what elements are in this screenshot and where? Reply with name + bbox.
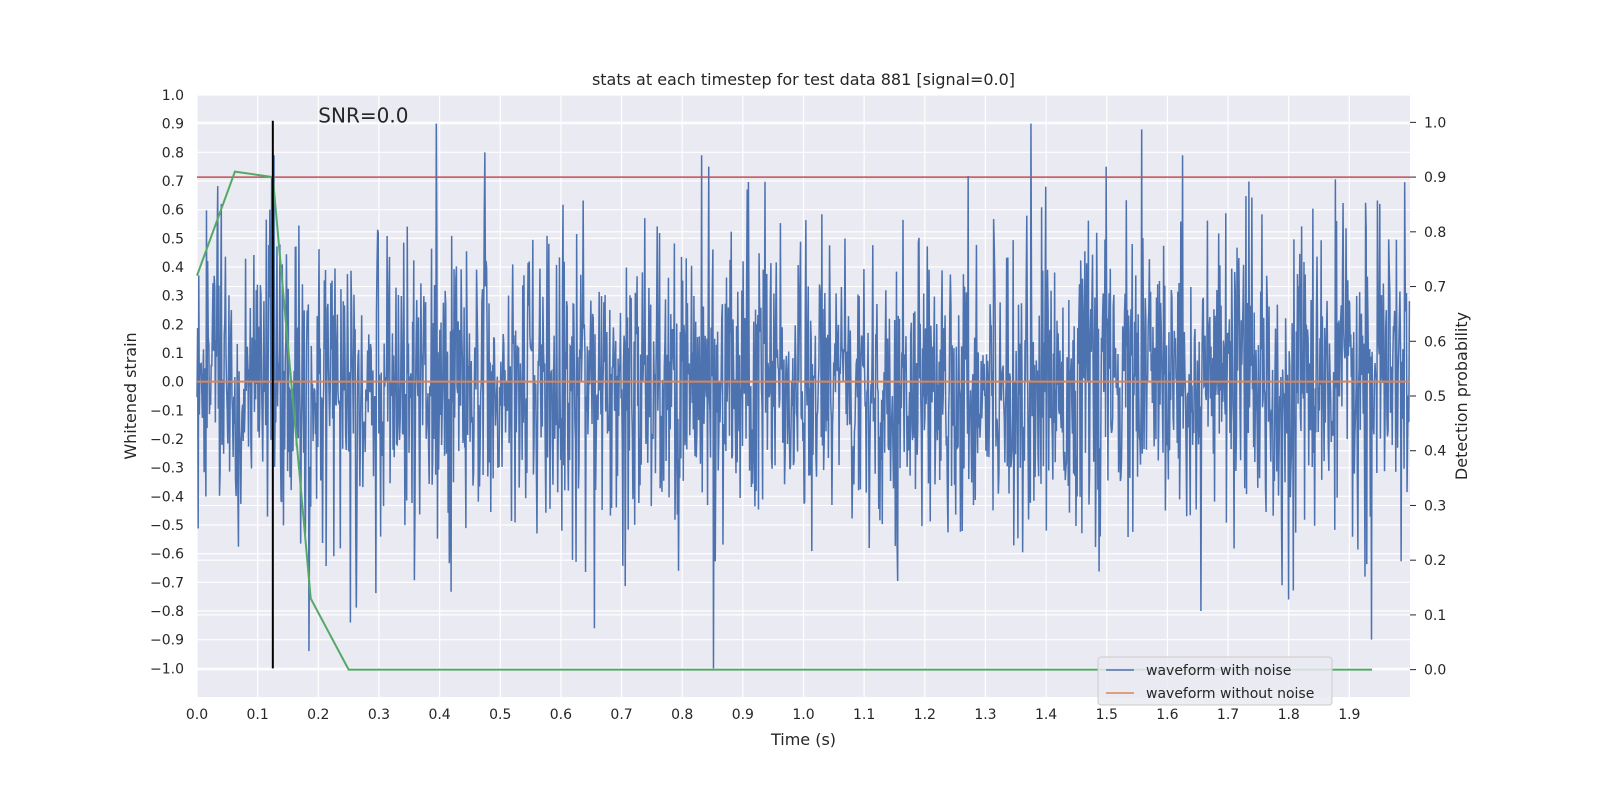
y-tick-label-20: −1.0 bbox=[150, 661, 184, 677]
y-tick-label-9: 0.1 bbox=[162, 346, 184, 362]
x-tick-label-4: 0.4 bbox=[428, 707, 450, 723]
y-tick-label-18: −0.8 bbox=[150, 604, 184, 620]
y-tick-label-15: −0.5 bbox=[150, 518, 184, 534]
y-tick-label-3: 0.7 bbox=[162, 174, 184, 190]
y-tick-label-13: −0.3 bbox=[150, 461, 184, 477]
y-tick-label-8: 0.2 bbox=[162, 317, 184, 333]
x-tick-label-19: 1.9 bbox=[1338, 707, 1360, 723]
y2-tick-label-5: 0.5 bbox=[1424, 389, 1446, 405]
legend: waveform with noise waveform without noi… bbox=[1097, 656, 1333, 706]
y-tick-label-6: 0.4 bbox=[162, 260, 184, 276]
y2-tick-label-6: 0.4 bbox=[1424, 444, 1446, 460]
x-tick-label-0: 0.0 bbox=[186, 707, 208, 723]
x-tick-label-15: 1.5 bbox=[1096, 707, 1118, 723]
x-tick-label-7: 0.7 bbox=[610, 707, 632, 723]
y-tick-label-0: 1.0 bbox=[162, 88, 184, 104]
y2-tick-label-8: 0.2 bbox=[1424, 553, 1446, 569]
y-tick-label-7: 0.3 bbox=[162, 289, 184, 305]
y-tick-label-2: 0.8 bbox=[162, 145, 184, 161]
x-tick-label-11: 1.1 bbox=[853, 707, 875, 723]
chart-title: stats at each timestep for test data 881… bbox=[592, 70, 1015, 89]
y-tick-label-12: −0.2 bbox=[150, 432, 184, 448]
legend-box bbox=[1097, 656, 1333, 706]
y-tick-label-10: 0.0 bbox=[162, 375, 184, 391]
x-tick-label-18: 1.8 bbox=[1278, 707, 1300, 723]
y2-tick-label-2: 0.8 bbox=[1424, 225, 1446, 241]
y2-tick-label-9: 0.1 bbox=[1424, 608, 1446, 624]
x-tick-label-12: 1.2 bbox=[914, 707, 936, 723]
y2-tick-label-10: 0.0 bbox=[1424, 663, 1446, 679]
y2-axis-ticks: 1.0 0.9 0.8 0.7 0.6 0.5 0.4 0.3 0.2 0.1 0.0 bbox=[1410, 115, 1446, 679]
y-axis-ticks: 1.0 0.9 0.8 0.7 0.6 0.5 0.4 0.3 0.2 0.1 0.0 −0.1 −0.… bbox=[150, 88, 184, 677]
y-tick-label-4: 0.6 bbox=[162, 203, 184, 219]
x-tick-label-9: 0.9 bbox=[732, 707, 754, 723]
y2-tick-label-3: 0.7 bbox=[1424, 280, 1446, 296]
y-axis-label: Whitened strain bbox=[121, 332, 140, 459]
x-tick-label-14: 1.4 bbox=[1035, 707, 1057, 723]
series-detection-probability bbox=[196, 170, 1373, 671]
y-tick-label-17: −0.7 bbox=[150, 575, 184, 591]
series-layer bbox=[196, 120, 1411, 671]
y2-tick-label-0: 1.0 bbox=[1424, 115, 1446, 131]
legend-label-clean: waveform without noise bbox=[1146, 686, 1314, 702]
y2-tick-label-7: 0.3 bbox=[1424, 498, 1446, 514]
y2-tick-label-4: 0.6 bbox=[1424, 334, 1446, 350]
snr-annotation: SNR=0.0 bbox=[318, 104, 408, 128]
x-tick-label-16: 1.6 bbox=[1156, 707, 1178, 723]
x-tick-label-10: 1.0 bbox=[792, 707, 814, 723]
x-axis-label: Time (s) bbox=[770, 730, 836, 749]
x-tick-label-5: 0.5 bbox=[489, 707, 511, 723]
y-tick-label-19: −0.9 bbox=[150, 633, 184, 649]
x-tick-label-13: 1.3 bbox=[974, 707, 996, 723]
x-tick-label-2: 0.2 bbox=[307, 707, 329, 723]
y-tick-label-11: −0.1 bbox=[150, 403, 184, 419]
x-tick-label-8: 0.8 bbox=[671, 707, 693, 723]
y-tick-label-1: 0.9 bbox=[162, 117, 184, 133]
legend-label-noise: waveform with noise bbox=[1146, 663, 1291, 679]
y-tick-label-14: −0.4 bbox=[150, 489, 184, 505]
x-tick-label-3: 0.3 bbox=[368, 707, 390, 723]
x-tick-label-6: 0.6 bbox=[550, 707, 572, 723]
y2-axis-label: Detection probability bbox=[1452, 312, 1471, 480]
y-tick-label-16: −0.6 bbox=[150, 547, 184, 563]
series-waveform-with-noise bbox=[196, 123, 1411, 669]
y-tick-label-5: 0.5 bbox=[162, 231, 184, 247]
x-tick-label-1: 0.1 bbox=[247, 707, 269, 723]
y2-tick-label-1: 0.9 bbox=[1424, 170, 1446, 186]
x-axis-ticks: 0.0 0.1 0.2 0.3 0.4 0.5 0.6 0.7 0.8 0.9 1.0 1.1 1.2 1… bbox=[186, 707, 1361, 723]
x-tick-label-17: 1.7 bbox=[1217, 707, 1239, 723]
